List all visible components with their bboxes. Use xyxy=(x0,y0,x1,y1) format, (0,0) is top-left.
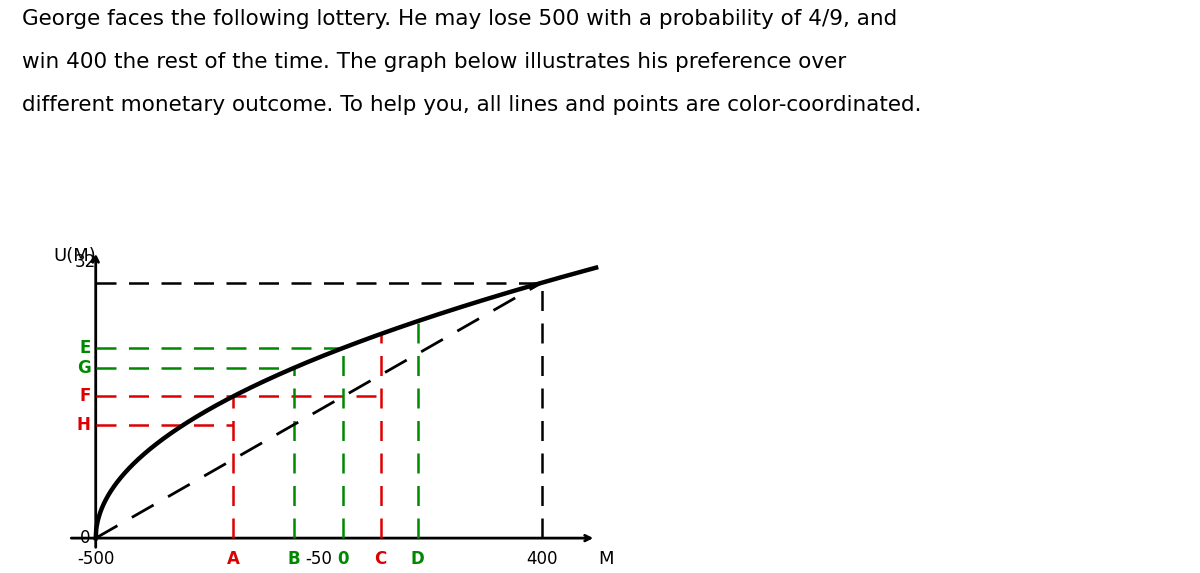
Text: 0: 0 xyxy=(337,550,349,568)
Text: -500: -500 xyxy=(77,550,114,568)
Text: E: E xyxy=(79,339,91,357)
Text: win 400 the rest of the time. The graph below illustrates his preference over: win 400 the rest of the time. The graph … xyxy=(22,52,846,72)
Text: 32: 32 xyxy=(74,253,96,271)
Text: C: C xyxy=(374,550,386,568)
Text: G: G xyxy=(77,359,91,377)
Text: -50: -50 xyxy=(305,550,332,568)
Text: M: M xyxy=(599,550,614,568)
Text: George faces the following lottery. He may lose 500 with a probability of 4/9, a: George faces the following lottery. He m… xyxy=(22,9,896,29)
Text: F: F xyxy=(79,387,91,405)
Text: D: D xyxy=(410,550,425,568)
Text: 0: 0 xyxy=(80,529,91,547)
Text: A: A xyxy=(227,550,240,568)
Text: H: H xyxy=(77,415,91,434)
Text: 400: 400 xyxy=(526,550,557,568)
Text: B: B xyxy=(288,550,300,568)
Text: different monetary outcome. To help you, all lines and points are color-coordina: different monetary outcome. To help you,… xyxy=(22,95,922,115)
Text: U(M): U(M) xyxy=(53,247,96,265)
